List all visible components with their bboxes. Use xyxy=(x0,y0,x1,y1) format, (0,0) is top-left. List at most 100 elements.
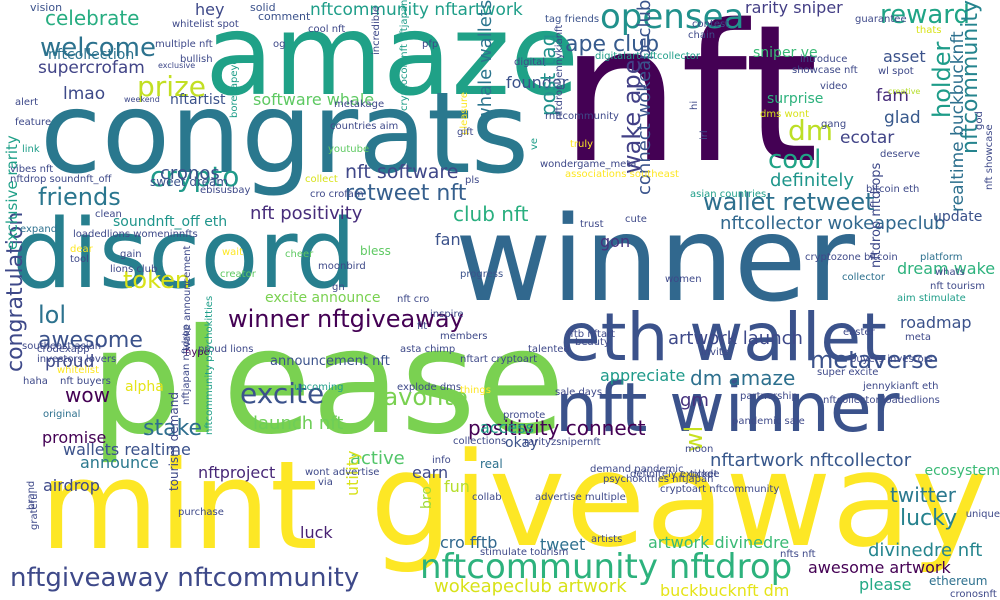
cloud-word: link xyxy=(22,144,40,155)
cloud-word: definitely xyxy=(770,170,855,191)
cloud-word: buyers investors xyxy=(850,354,934,365)
cloud-word: og xyxy=(273,39,286,50)
cloud-word: positivity connect xyxy=(468,416,646,440)
cloud-word: wokeapeclub artwork xyxy=(434,576,627,597)
cloud-word: announcement nft xyxy=(270,354,390,369)
cloud-word: creator xyxy=(220,269,256,280)
cloud-word: moonbird xyxy=(318,261,366,272)
cloud-word: wont advertise xyxy=(305,467,380,478)
cloud-word: jennykianft eth xyxy=(863,381,939,392)
cloud-word: women xyxy=(665,274,702,285)
cloud-word: proud lions xyxy=(198,344,254,355)
cloud-word: update xyxy=(933,209,983,225)
cloud-word: solid xyxy=(250,1,276,14)
cloud-word: wow xyxy=(65,383,110,407)
cloud-word: dm amaze xyxy=(690,366,796,390)
cloud-word: ticket xyxy=(690,469,718,480)
cloud-word: dream wake xyxy=(897,259,996,278)
cloud-word: meta xyxy=(905,332,931,343)
cloud-word: dm xyxy=(788,114,834,147)
cloud-word: glad xyxy=(884,108,921,128)
cloud-word: excite announce xyxy=(265,290,381,306)
cloud-word: weekend xyxy=(124,95,160,104)
cloud-word: sweet dream xyxy=(150,175,229,189)
cloud-word: digitalart nftcollector xyxy=(595,51,700,62)
cloud-word: gon xyxy=(600,232,631,251)
cloud-word: awesome xyxy=(38,328,143,353)
cloud-word: roadmap xyxy=(900,313,972,332)
cloud-word: aim stimulate xyxy=(897,293,966,304)
cloud-word: lol xyxy=(38,301,67,329)
cloud-word: rnftcommunity xyxy=(545,111,619,122)
cloud-word: nft tourism xyxy=(930,281,985,292)
cloud-word: invite xyxy=(701,347,729,358)
cloud-word: nftcommunity nftartwork xyxy=(310,0,523,20)
cloud-word: cronos xyxy=(160,163,220,184)
cloud-word: gang xyxy=(821,119,847,130)
cloud-word: countries aim xyxy=(330,121,399,132)
cloud-word: nftartist xyxy=(170,92,226,108)
cloud-word: software whale xyxy=(253,90,375,109)
cloud-word: nft buyers xyxy=(60,376,111,387)
cloud-word: ethereum xyxy=(929,574,988,588)
cloud-word: luck xyxy=(300,523,333,542)
cloud-word: gn xyxy=(332,282,345,293)
cloud-word: cryptoart nftcommunity xyxy=(660,484,780,495)
cloud-word: tool xyxy=(70,254,89,265)
cloud-word: pls xyxy=(465,175,480,186)
cloud-word: artwork divinedre xyxy=(648,533,790,552)
cloud-word: club nft xyxy=(453,202,529,226)
cloud-word: connect wokeapeclub xyxy=(634,0,655,196)
cloud-word: cute xyxy=(625,214,647,225)
cloud-word: inspire xyxy=(430,309,464,320)
cloud-word: progress xyxy=(460,269,504,280)
cloud-word: crodexapp xyxy=(37,344,90,355)
cloud-word: metakage xyxy=(334,99,385,110)
cloud-word: stimulate tourism xyxy=(480,547,569,558)
cloud-word: creative xyxy=(888,87,921,96)
cloud-word: crypto xyxy=(150,160,240,193)
cloud-word: collections xyxy=(453,436,507,447)
cloud-word: retweet nft xyxy=(345,181,467,206)
cloud-word: proud xyxy=(45,352,95,372)
cloud-word: nft software xyxy=(345,161,459,183)
cloud-word: celebrate xyxy=(45,6,140,30)
cloud-word: real xyxy=(480,457,503,471)
cloud-word: ebisusbay xyxy=(200,185,251,196)
cloud-word: cro fftb xyxy=(440,533,498,552)
cloud-word: cronosnft xyxy=(950,589,997,600)
cloud-word: contest xyxy=(692,19,730,30)
cloud-word: exclusive xyxy=(158,61,196,70)
cloud-word: associations southeast xyxy=(565,169,679,180)
cloud-word: please xyxy=(90,298,566,467)
cloud-word: ecotar xyxy=(840,128,895,148)
cloud-word: whitelist xyxy=(57,365,100,376)
cloud-word: tag friends xyxy=(545,14,600,25)
cloud-word: excite xyxy=(240,377,325,410)
cloud-word: supercrofam xyxy=(38,58,145,78)
cloud-word: irl xyxy=(699,130,710,140)
cloud-word: exclusive rarity xyxy=(3,135,21,250)
cloud-word: upcoming xyxy=(294,382,344,393)
cloud-word: fftb nftart xyxy=(567,329,616,340)
cloud-word: metaverse xyxy=(810,346,939,374)
cloud-word: introduce xyxy=(800,54,848,65)
cloud-word: buckbucknft dm xyxy=(660,581,790,600)
cloud-word: original xyxy=(43,409,81,420)
cloud-word: chain xyxy=(688,30,716,41)
cloud-word: nft cro xyxy=(397,294,430,305)
cloud-word: grateful xyxy=(29,490,40,530)
cloud-word: incredible xyxy=(371,5,382,55)
cloud-word: cryptozone bitcoin xyxy=(805,252,898,263)
cloud-word: pfp xyxy=(422,39,439,50)
cloud-word: purchase xyxy=(178,507,224,518)
cloud-word: whats xyxy=(935,267,965,278)
cloud-word: please xyxy=(859,575,912,594)
cloud-word: promote xyxy=(503,410,546,421)
cloud-word: lucky xyxy=(900,506,958,531)
cloud-word: psychokitties nftjapan xyxy=(603,474,714,485)
cloud-word: truly xyxy=(570,139,594,150)
cloud-word: super excite xyxy=(817,367,879,378)
cloud-word: mint xyxy=(40,435,318,577)
cloud-word: lmao xyxy=(63,84,106,104)
